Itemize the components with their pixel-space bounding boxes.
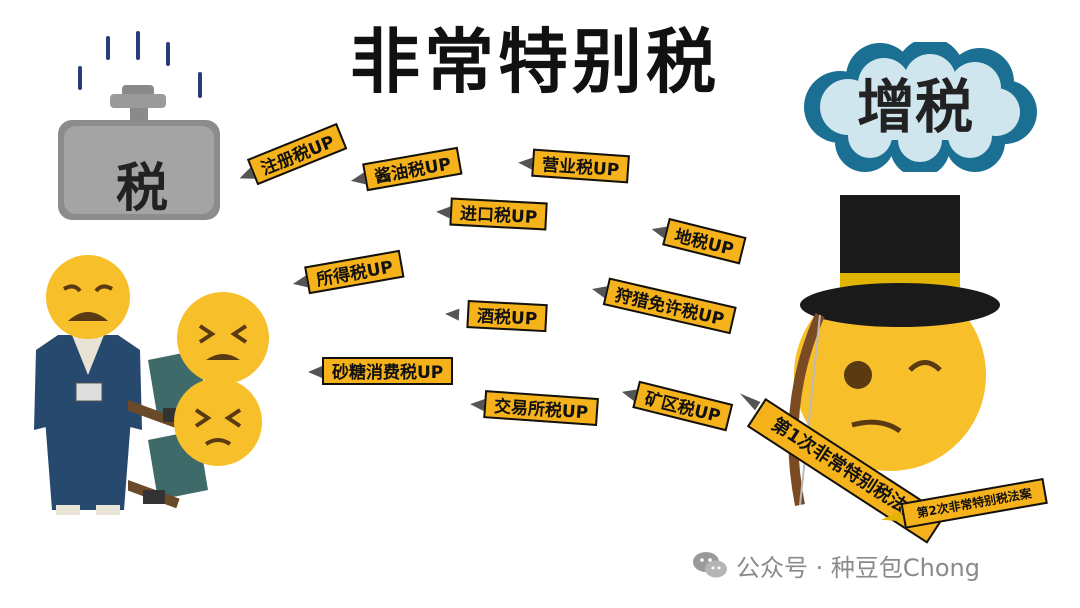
kneeling-people-figure bbox=[128, 292, 269, 509]
arrow-exchange-tax: 交易所税UP bbox=[469, 389, 611, 429]
man-standing-figure bbox=[34, 255, 142, 515]
arrow-label: 狩猎免许税UP bbox=[602, 277, 737, 335]
arrow-label: 交易所税UP bbox=[483, 390, 600, 427]
weight-label: 税 bbox=[115, 158, 168, 219]
tax-weight-icon bbox=[58, 31, 220, 220]
arrow-income-tax: 所得税UP bbox=[290, 247, 418, 298]
arrow-label: 砂糖消费税UP bbox=[322, 357, 454, 385]
watermark: 公众号 · 种豆包Chong bbox=[692, 550, 980, 582]
arrow-label: 进口税UP bbox=[449, 197, 548, 231]
arrow-label: 所得税UP bbox=[304, 249, 405, 295]
watermark-text: 公众号 · 种豆包Chong bbox=[736, 554, 980, 582]
arrow-land-tax: 地税UP bbox=[648, 215, 767, 272]
arrow-mining-area-tax: 矿区税UP bbox=[618, 377, 747, 436]
law-arrow-first: 第1次非常特别税法案 bbox=[722, 390, 946, 551]
arrow-label: 地税UP bbox=[662, 217, 747, 265]
arrow-soy-sauce-tax: 酱油税UP bbox=[348, 144, 476, 195]
arrow-registration-tax: 注册税UP bbox=[234, 118, 361, 193]
cloud-badge-icon bbox=[804, 42, 1037, 172]
arrow-business-tax: 营业税UP bbox=[517, 148, 644, 187]
page-title: 非常特别税 bbox=[350, 20, 720, 103]
arrow-import-tax: 进口税UP bbox=[435, 197, 561, 234]
arrow-label: 酱油税UP bbox=[362, 146, 463, 192]
law-arrow-second: 第2次非常特别税法案 bbox=[879, 477, 1051, 534]
arrow-label: 矿区税UP bbox=[632, 380, 734, 432]
wechat-icon bbox=[692, 550, 728, 588]
zouzei-badge: 增税 bbox=[856, 73, 973, 141]
arrow-hunting-license-tax: 狩猎免许税UP bbox=[589, 274, 752, 339]
tophat-emoji-archer-figure bbox=[788, 195, 1000, 506]
arrow-sugar-consumption-tax: 砂糖消费税UP bbox=[308, 357, 468, 387]
arrow-liquor-tax: 酒税UP bbox=[444, 299, 565, 335]
arrow-label: 酒税UP bbox=[466, 300, 548, 333]
arrow-label: 注册税UP bbox=[246, 122, 348, 186]
arrow-label: 营业税UP bbox=[531, 148, 631, 184]
